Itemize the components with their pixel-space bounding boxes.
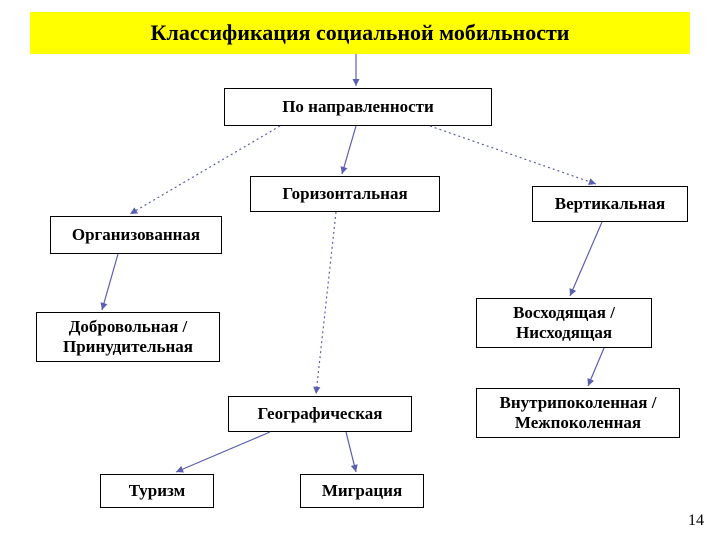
slide-title: Классификация социальной мобильности <box>30 12 690 54</box>
box-intragen-label: Внутрипоколенная / Межпоколенная <box>500 393 657 432</box>
box-geographic: Географическая <box>228 396 412 432</box>
box-migration-label: Миграция <box>322 481 402 501</box>
box-tourism-label: Туризм <box>129 481 185 501</box>
box-tourism: Туризм <box>100 474 214 508</box>
box-voluntary: Добровольная / Принудительная <box>36 312 220 362</box>
box-vertical-label: Вертикальная <box>555 194 665 214</box>
box-horizontal-label: Горизонтальная <box>282 184 407 204</box>
box-horizontal: Горизонтальная <box>250 176 440 212</box>
arrows-layer <box>0 0 720 540</box>
box-ascending: Восходящая / Нисходящая <box>476 298 652 348</box>
box-intragen: Внутрипоколенная / Межпоколенная <box>476 388 680 438</box>
box-organized-label: Организованная <box>72 225 200 245</box>
box-migration: Миграция <box>300 474 424 508</box>
page-number: 14 <box>688 512 704 530</box>
box-vertical: Вертикальная <box>532 186 688 222</box>
box-direction-label: По направленности <box>282 97 434 117</box>
box-ascending-label: Восходящая / Нисходящая <box>513 303 615 342</box>
box-direction: По направленности <box>224 88 492 126</box>
box-geographic-label: Географическая <box>258 404 383 424</box>
box-voluntary-label: Добровольная / Принудительная <box>63 317 193 356</box>
box-organized: Организованная <box>50 216 222 254</box>
